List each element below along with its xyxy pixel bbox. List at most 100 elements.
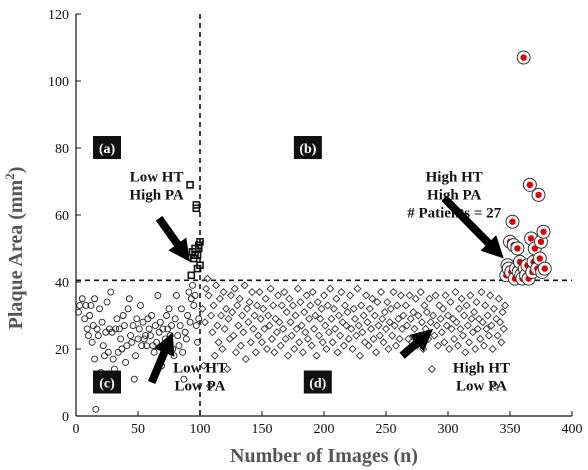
data-point-high-ht-low-pa bbox=[431, 291, 440, 300]
data-point-high-ht-low-pa bbox=[251, 348, 260, 357]
data-point-high-ht-low-pa bbox=[338, 318, 347, 327]
data-point-high-ht-low-pa bbox=[256, 314, 265, 323]
data-point-high-ht-low-pa bbox=[279, 324, 288, 333]
data-point-low-ht-low-pa bbox=[156, 318, 164, 326]
data-point-low-ht-high-pa bbox=[186, 181, 194, 189]
data-point-high-ht-low-pa bbox=[373, 298, 382, 307]
data-point-high-ht-low-pa bbox=[461, 348, 470, 357]
data-point-low-ht-low-pa bbox=[118, 345, 126, 353]
data-point-high-ht-low-pa bbox=[212, 281, 221, 290]
data-point-high-ht-low-pa bbox=[254, 331, 263, 340]
data-point-high-ht-low-pa bbox=[324, 328, 333, 337]
data-point-high-ht-low-pa bbox=[484, 331, 493, 340]
data-point-high-ht-low-pa bbox=[439, 304, 448, 313]
data-point-high-ht-low-pa bbox=[297, 321, 306, 330]
data-point-low-ht-low-pa bbox=[154, 291, 162, 299]
data-point-high-ht-low-pa bbox=[479, 341, 488, 350]
data-point-high-ht-low-pa bbox=[250, 311, 259, 320]
data-point-high-ht-low-pa bbox=[486, 291, 495, 300]
data-point-high-ht-low-pa bbox=[357, 301, 366, 310]
data-point-high-ht-low-pa bbox=[265, 321, 274, 330]
data-point-high-ht-low-pa bbox=[257, 338, 267, 347]
data-point-low-ht-low-pa bbox=[112, 325, 120, 333]
x-tick-label: 100 bbox=[190, 422, 211, 437]
data-point-high-ht-low-pa bbox=[446, 298, 455, 307]
data-point-low-ht-low-pa bbox=[184, 312, 192, 319]
data-point-high-ht-low-pa bbox=[284, 351, 293, 360]
data-point-high-ht-low-pa bbox=[202, 284, 211, 293]
y-tick-label: 40 bbox=[55, 276, 69, 291]
data-point-high-ht-low-pa bbox=[409, 308, 418, 317]
data-point-high-ht-low-pa bbox=[329, 304, 338, 313]
data-point-high-ht-low-pa bbox=[396, 291, 405, 300]
data-point-high-ht-low-pa bbox=[492, 314, 501, 323]
data-point-low-ht-low-pa bbox=[104, 348, 112, 356]
data-point-low-ht-high-pa bbox=[196, 238, 204, 246]
data-point-high-ht-low-pa bbox=[358, 328, 367, 337]
data-point-high-ht-low-pa bbox=[214, 338, 223, 347]
data-point-high-ht-low-pa bbox=[271, 314, 280, 323]
data-point-high-ht-low-pa bbox=[352, 331, 361, 340]
region-label-c: (c) bbox=[99, 377, 115, 392]
data-point-high-ht-low-pa bbox=[455, 304, 464, 313]
data-point-low-ht-low-pa bbox=[91, 295, 99, 303]
data-point-high-ht-high-pa bbox=[520, 54, 527, 61]
data-point-high-ht-low-pa bbox=[260, 324, 269, 333]
data-point-high-ht-low-pa bbox=[478, 318, 487, 327]
data-point-high-ht-low-pa bbox=[307, 341, 316, 350]
data-point-low-ht-low-pa bbox=[123, 342, 131, 350]
data-point-low-ht-low-pa bbox=[187, 295, 195, 303]
y-tick-label: 0 bbox=[62, 410, 69, 425]
data-point-high-ht-low-pa bbox=[374, 321, 383, 330]
data-point-high-ht-low-pa bbox=[341, 301, 350, 310]
data-point-high-ht-low-pa bbox=[441, 291, 450, 300]
data-point-high-ht-low-pa bbox=[215, 294, 224, 303]
data-point-high-ht-low-pa bbox=[305, 314, 314, 323]
data-point-high-ht-low-pa bbox=[471, 344, 480, 354]
data-point-high-ht-low-pa bbox=[233, 301, 242, 310]
plot-area: 0 50 100 150 200 250 300 350 400 0 20 40 60 80 100 120 (… bbox=[48, 8, 583, 437]
data-point-high-ht-low-pa bbox=[302, 291, 311, 300]
data-point-low-ht-low-pa bbox=[114, 348, 122, 356]
data-point-high-ht-low-pa bbox=[231, 348, 240, 357]
data-point-low-ht-low-pa bbox=[194, 338, 201, 346]
data-point-high-ht-low-pa bbox=[267, 334, 276, 343]
data-point-high-ht-high-pa bbox=[541, 265, 548, 272]
data-point-low-ht-low-pa bbox=[151, 322, 159, 329]
data-point-high-ht-low-pa bbox=[414, 311, 423, 320]
data-point-high-ht-low-pa bbox=[286, 318, 295, 327]
annotation-low-ht-low-pa-line: Low HT bbox=[173, 360, 227, 376]
data-point-high-ht-low-pa bbox=[236, 341, 245, 350]
data-point-low-ht-low-pa bbox=[150, 348, 158, 356]
data-point-high-ht-low-pa bbox=[290, 344, 299, 354]
data-point-low-ht-low-pa bbox=[113, 315, 121, 323]
data-point-low-ht-low-pa bbox=[84, 332, 92, 340]
data-point-high-ht-low-pa bbox=[255, 288, 264, 297]
region-label-box-b bbox=[293, 136, 322, 159]
data-point-high-ht-low-pa bbox=[427, 365, 436, 374]
data-point-low-ht-low-pa bbox=[171, 315, 179, 323]
data-point-high-ht-low-pa bbox=[226, 291, 236, 300]
annotation-high-ht-low-pa-line: High HT bbox=[453, 360, 510, 376]
data-point-low-ht-low-pa bbox=[140, 335, 148, 343]
data-point-high-ht-low-pa bbox=[343, 308, 352, 317]
data-point-high-ht-low-pa bbox=[213, 321, 222, 330]
data-point-high-ht-low-pa bbox=[266, 284, 275, 293]
data-point-high-ht-low-pa bbox=[429, 311, 438, 320]
data-point-high-ht-low-pa bbox=[253, 301, 262, 310]
data-point-high-ht-low-pa bbox=[359, 311, 368, 320]
data-point-high-ht-low-pa bbox=[218, 344, 227, 354]
data-point-low-ht-low-pa bbox=[98, 318, 106, 326]
data-point-high-ht-low-pa bbox=[333, 348, 342, 357]
data-point-high-ht-low-pa bbox=[295, 338, 304, 347]
y-tick-label: 120 bbox=[48, 8, 69, 23]
data-point-high-ht-low-pa bbox=[420, 301, 429, 310]
data-point-high-ht-low-pa bbox=[220, 324, 229, 333]
data-point-high-ht-low-pa bbox=[368, 294, 377, 303]
data-point-low-ht-high-pa bbox=[187, 271, 196, 280]
data-point-low-ht-low-pa bbox=[179, 348, 187, 356]
data-point-high-ht-high-pa bbox=[535, 191, 542, 199]
x-tick-label: 400 bbox=[562, 422, 583, 437]
data-point-high-ht-low-pa bbox=[367, 324, 376, 333]
data-point-high-ht-low-pa bbox=[312, 351, 321, 360]
